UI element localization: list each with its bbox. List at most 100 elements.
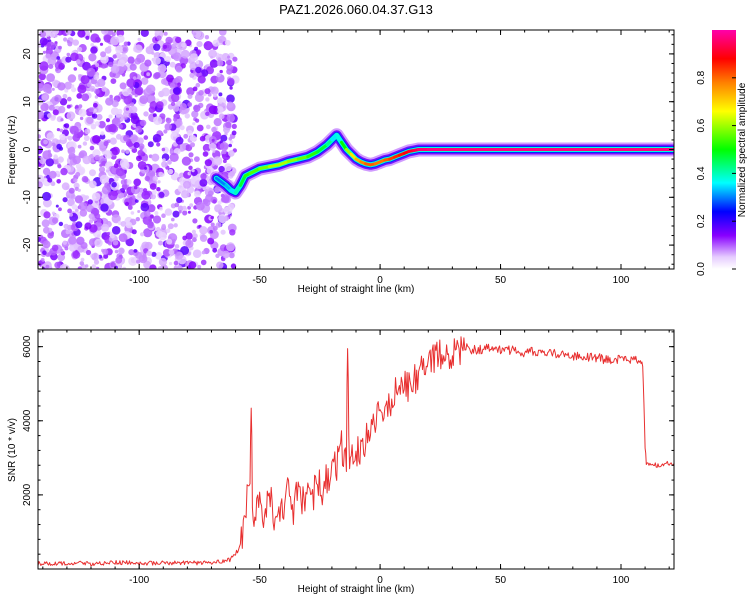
noise-blob — [176, 197, 183, 204]
noise-blob — [51, 142, 56, 147]
colorbar-tick-label: 0.0 — [696, 262, 707, 276]
noise-blob — [204, 88, 211, 95]
noise-blob — [66, 111, 76, 121]
noise-blob — [185, 232, 193, 240]
noise-blob — [188, 261, 197, 269]
noise-blob — [48, 170, 57, 179]
noise-blob — [85, 195, 90, 200]
noise-blob — [173, 87, 181, 95]
noise-blob — [155, 252, 163, 260]
noise-blob — [200, 69, 209, 77]
noise-blob — [221, 194, 230, 203]
noise-blob — [42, 191, 52, 201]
y-tick-label: -10 — [22, 190, 33, 205]
x-tick-label: -50 — [252, 275, 267, 286]
noise-blob — [230, 263, 237, 269]
noise-blob — [39, 61, 49, 71]
noise-blob — [73, 178, 78, 183]
noise-blob — [92, 135, 101, 144]
noise-blob — [205, 111, 210, 117]
noise-blob — [200, 173, 207, 180]
noise-blob — [226, 113, 235, 123]
y-tick-label: 0 — [22, 146, 33, 152]
noise-blob — [62, 197, 68, 203]
noise-blob — [136, 53, 146, 63]
noise-blob — [216, 59, 224, 67]
noise-blob — [75, 172, 81, 177]
noise-blob — [104, 182, 111, 189]
noise-blob — [194, 190, 201, 198]
noise-blob — [191, 229, 196, 234]
noise-blob — [109, 94, 113, 99]
noise-blob — [122, 47, 128, 52]
noise-blob — [173, 117, 178, 122]
noise-blob — [232, 56, 238, 62]
noise-blob — [38, 134, 41, 139]
noise-blob — [226, 68, 233, 75]
noise-blob — [143, 111, 149, 117]
noise-blob — [46, 73, 55, 82]
noise-blob — [156, 187, 161, 192]
noise-blob — [224, 163, 232, 172]
snr-panel: -100 -50 0 50 100 2000 4000 6000 Height of str… — [7, 329, 675, 595]
noise-blob — [168, 249, 175, 255]
noise-blob — [74, 195, 83, 204]
noise-blob — [94, 154, 101, 161]
noise-blob — [110, 36, 120, 46]
noise-blob — [96, 266, 100, 269]
noise-blob — [185, 239, 194, 248]
noise-blob — [98, 166, 106, 173]
noise-blob — [150, 193, 156, 200]
noise-blob — [209, 229, 213, 234]
noise-blob — [93, 102, 98, 108]
noise-blob — [110, 262, 116, 268]
snr-series-line — [38, 336, 674, 567]
noise-blob — [117, 59, 126, 67]
noise-blob — [181, 190, 190, 199]
noise-blob — [194, 156, 200, 163]
noise-blob — [77, 46, 83, 52]
noise-blob — [85, 35, 90, 40]
noise-blob — [85, 264, 89, 268]
noise-blob — [127, 56, 135, 64]
noise-blob — [77, 144, 82, 149]
noise-blob — [102, 248, 109, 255]
noise-blob — [195, 82, 201, 88]
noise-blob — [59, 133, 66, 141]
noise-blob — [113, 163, 119, 169]
noise-blob — [164, 208, 173, 216]
noise-blob — [171, 217, 175, 222]
noise-blob — [64, 88, 69, 93]
noise-blob — [189, 53, 199, 62]
noise-blob — [170, 93, 180, 103]
noise-blob — [106, 231, 111, 236]
noise-blob — [169, 261, 173, 266]
noise-blob — [47, 177, 53, 183]
noise-blob — [112, 239, 119, 246]
noise-blob — [74, 208, 79, 213]
noise-blob — [38, 110, 45, 120]
noise-blob — [64, 123, 70, 129]
noise-blob — [38, 73, 46, 81]
noise-blob — [201, 250, 206, 255]
noise-blob — [221, 149, 227, 155]
noise-blob — [77, 188, 81, 192]
noise-blob — [146, 72, 151, 77]
noise-blob — [181, 42, 186, 48]
noise-blob — [80, 242, 88, 249]
noise-blob — [146, 250, 153, 257]
noise-blob — [192, 249, 202, 258]
noise-blob — [68, 236, 77, 245]
noise-blob — [162, 249, 171, 257]
noise-blob — [170, 43, 176, 50]
noise-blob — [42, 240, 51, 249]
noise-blob — [183, 133, 189, 139]
noise-blob — [120, 179, 127, 186]
noise-blob — [60, 167, 68, 176]
colorbar-tick-label: 0.2 — [696, 214, 707, 228]
noise-blob — [105, 97, 114, 106]
noise-blob — [159, 206, 163, 211]
y-tick-label: 20 — [22, 48, 33, 60]
noise-blob — [178, 210, 182, 214]
y-tick-label: 10 — [22, 96, 33, 108]
